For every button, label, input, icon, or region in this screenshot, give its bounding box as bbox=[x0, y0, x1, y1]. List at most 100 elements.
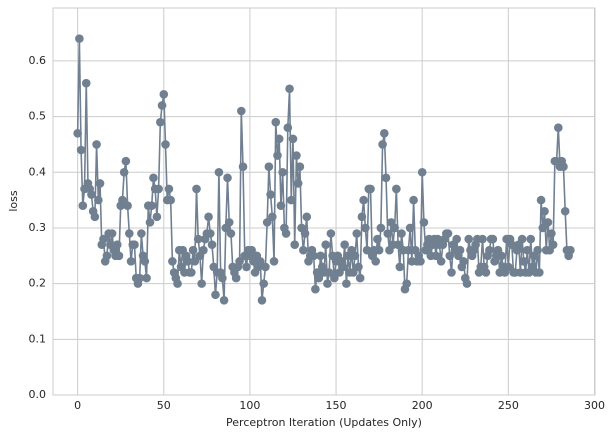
marker bbox=[187, 268, 196, 277]
marker bbox=[405, 223, 415, 233]
marker bbox=[81, 78, 91, 88]
marker bbox=[99, 234, 108, 244]
marker bbox=[183, 257, 193, 266]
marker bbox=[224, 218, 234, 227]
marker bbox=[459, 257, 468, 266]
marker bbox=[276, 201, 286, 210]
marker bbox=[485, 245, 494, 255]
marker bbox=[266, 190, 275, 199]
marker bbox=[443, 229, 453, 238]
marker bbox=[504, 262, 513, 272]
marker bbox=[338, 262, 348, 272]
marker bbox=[302, 212, 312, 222]
marker bbox=[137, 229, 146, 238]
marker bbox=[286, 195, 296, 205]
marker bbox=[481, 268, 491, 277]
marker bbox=[168, 257, 177, 266]
marker bbox=[264, 162, 274, 171]
marker bbox=[309, 251, 318, 261]
marker bbox=[538, 223, 548, 233]
marker bbox=[374, 245, 384, 255]
y-tick-label: 0.2 bbox=[29, 277, 47, 290]
marker bbox=[299, 245, 308, 255]
marker bbox=[392, 184, 401, 194]
x-tick-label: 200 bbox=[412, 399, 433, 412]
marker bbox=[348, 268, 358, 277]
marker bbox=[393, 240, 403, 249]
marker bbox=[352, 229, 362, 238]
marker bbox=[94, 195, 103, 205]
marker bbox=[295, 162, 305, 171]
marker bbox=[519, 257, 529, 266]
marker bbox=[75, 34, 84, 43]
x-tick-label: 100 bbox=[239, 399, 260, 412]
marker bbox=[247, 245, 256, 255]
marker bbox=[566, 245, 575, 255]
y-tick-label: 0.6 bbox=[29, 54, 47, 67]
marker bbox=[197, 279, 206, 288]
marker bbox=[147, 201, 157, 210]
marker bbox=[316, 251, 325, 261]
y-tick-label: 0.1 bbox=[29, 332, 47, 345]
marker bbox=[238, 162, 248, 171]
marker bbox=[293, 179, 303, 188]
y-axis-label: loss bbox=[7, 190, 20, 212]
marker bbox=[161, 140, 170, 149]
marker bbox=[397, 229, 406, 238]
marker bbox=[173, 279, 182, 288]
marker bbox=[540, 206, 549, 216]
marker bbox=[268, 212, 277, 222]
marker bbox=[355, 273, 365, 283]
marker bbox=[366, 184, 375, 194]
x-tick-label: 250 bbox=[498, 399, 519, 412]
marker bbox=[269, 257, 279, 266]
marker bbox=[257, 296, 267, 305]
marker bbox=[554, 123, 563, 133]
marker bbox=[547, 229, 556, 238]
marker bbox=[324, 268, 334, 277]
marker bbox=[112, 240, 122, 249]
marker bbox=[237, 106, 246, 116]
marker bbox=[193, 234, 203, 244]
y-tick-label: 0.3 bbox=[29, 221, 47, 234]
marker bbox=[274, 134, 284, 144]
marker bbox=[164, 184, 174, 194]
marker bbox=[130, 240, 139, 249]
marker bbox=[159, 90, 169, 99]
marker bbox=[87, 190, 96, 199]
marker bbox=[361, 223, 370, 233]
marker bbox=[119, 167, 129, 177]
marker bbox=[354, 262, 363, 272]
marker bbox=[342, 279, 351, 288]
marker bbox=[152, 212, 162, 222]
marker bbox=[205, 229, 215, 238]
marker bbox=[462, 279, 472, 288]
marker bbox=[548, 240, 558, 249]
marker bbox=[226, 229, 236, 238]
x-tick-label: 300 bbox=[584, 399, 605, 412]
marker bbox=[156, 117, 165, 127]
marker bbox=[357, 212, 367, 222]
marker bbox=[452, 234, 461, 244]
marker bbox=[278, 167, 287, 177]
marker bbox=[379, 128, 389, 138]
marker bbox=[376, 223, 386, 233]
marker bbox=[292, 151, 301, 160]
marker bbox=[404, 245, 413, 255]
marker bbox=[378, 140, 387, 149]
marker bbox=[330, 273, 339, 283]
marker bbox=[166, 195, 175, 205]
marker bbox=[559, 162, 568, 171]
marker bbox=[321, 240, 331, 249]
y-tick-label: 0.5 bbox=[29, 110, 47, 123]
marker bbox=[242, 262, 251, 272]
marker bbox=[102, 251, 112, 261]
marker bbox=[219, 296, 229, 305]
marker bbox=[522, 245, 532, 255]
marker bbox=[416, 257, 425, 266]
marker bbox=[300, 229, 310, 238]
marker bbox=[371, 257, 380, 266]
marker bbox=[142, 273, 151, 283]
marker bbox=[409, 195, 418, 205]
marker bbox=[340, 240, 349, 249]
